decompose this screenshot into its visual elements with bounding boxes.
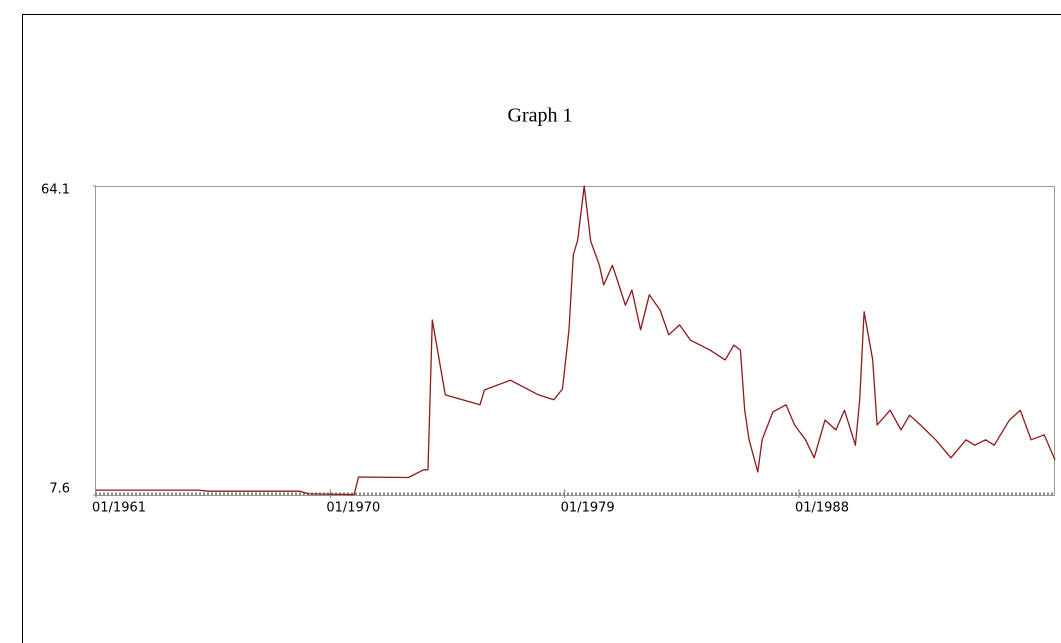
window-frame — [22, 14, 1061, 643]
x-tick-label: 01/1979 — [561, 501, 615, 516]
y-tick-label: 7.6 — [49, 482, 70, 497]
x-tick-label: 01/1970 — [326, 501, 380, 516]
chart-title: Graph 1 — [508, 105, 573, 127]
data-line — [96, 185, 1056, 496]
x-tick-label: 01/1988 — [795, 501, 849, 516]
y-tick-label: 64.1 — [41, 183, 70, 198]
x-tick-label: 01/1961 — [92, 501, 146, 516]
